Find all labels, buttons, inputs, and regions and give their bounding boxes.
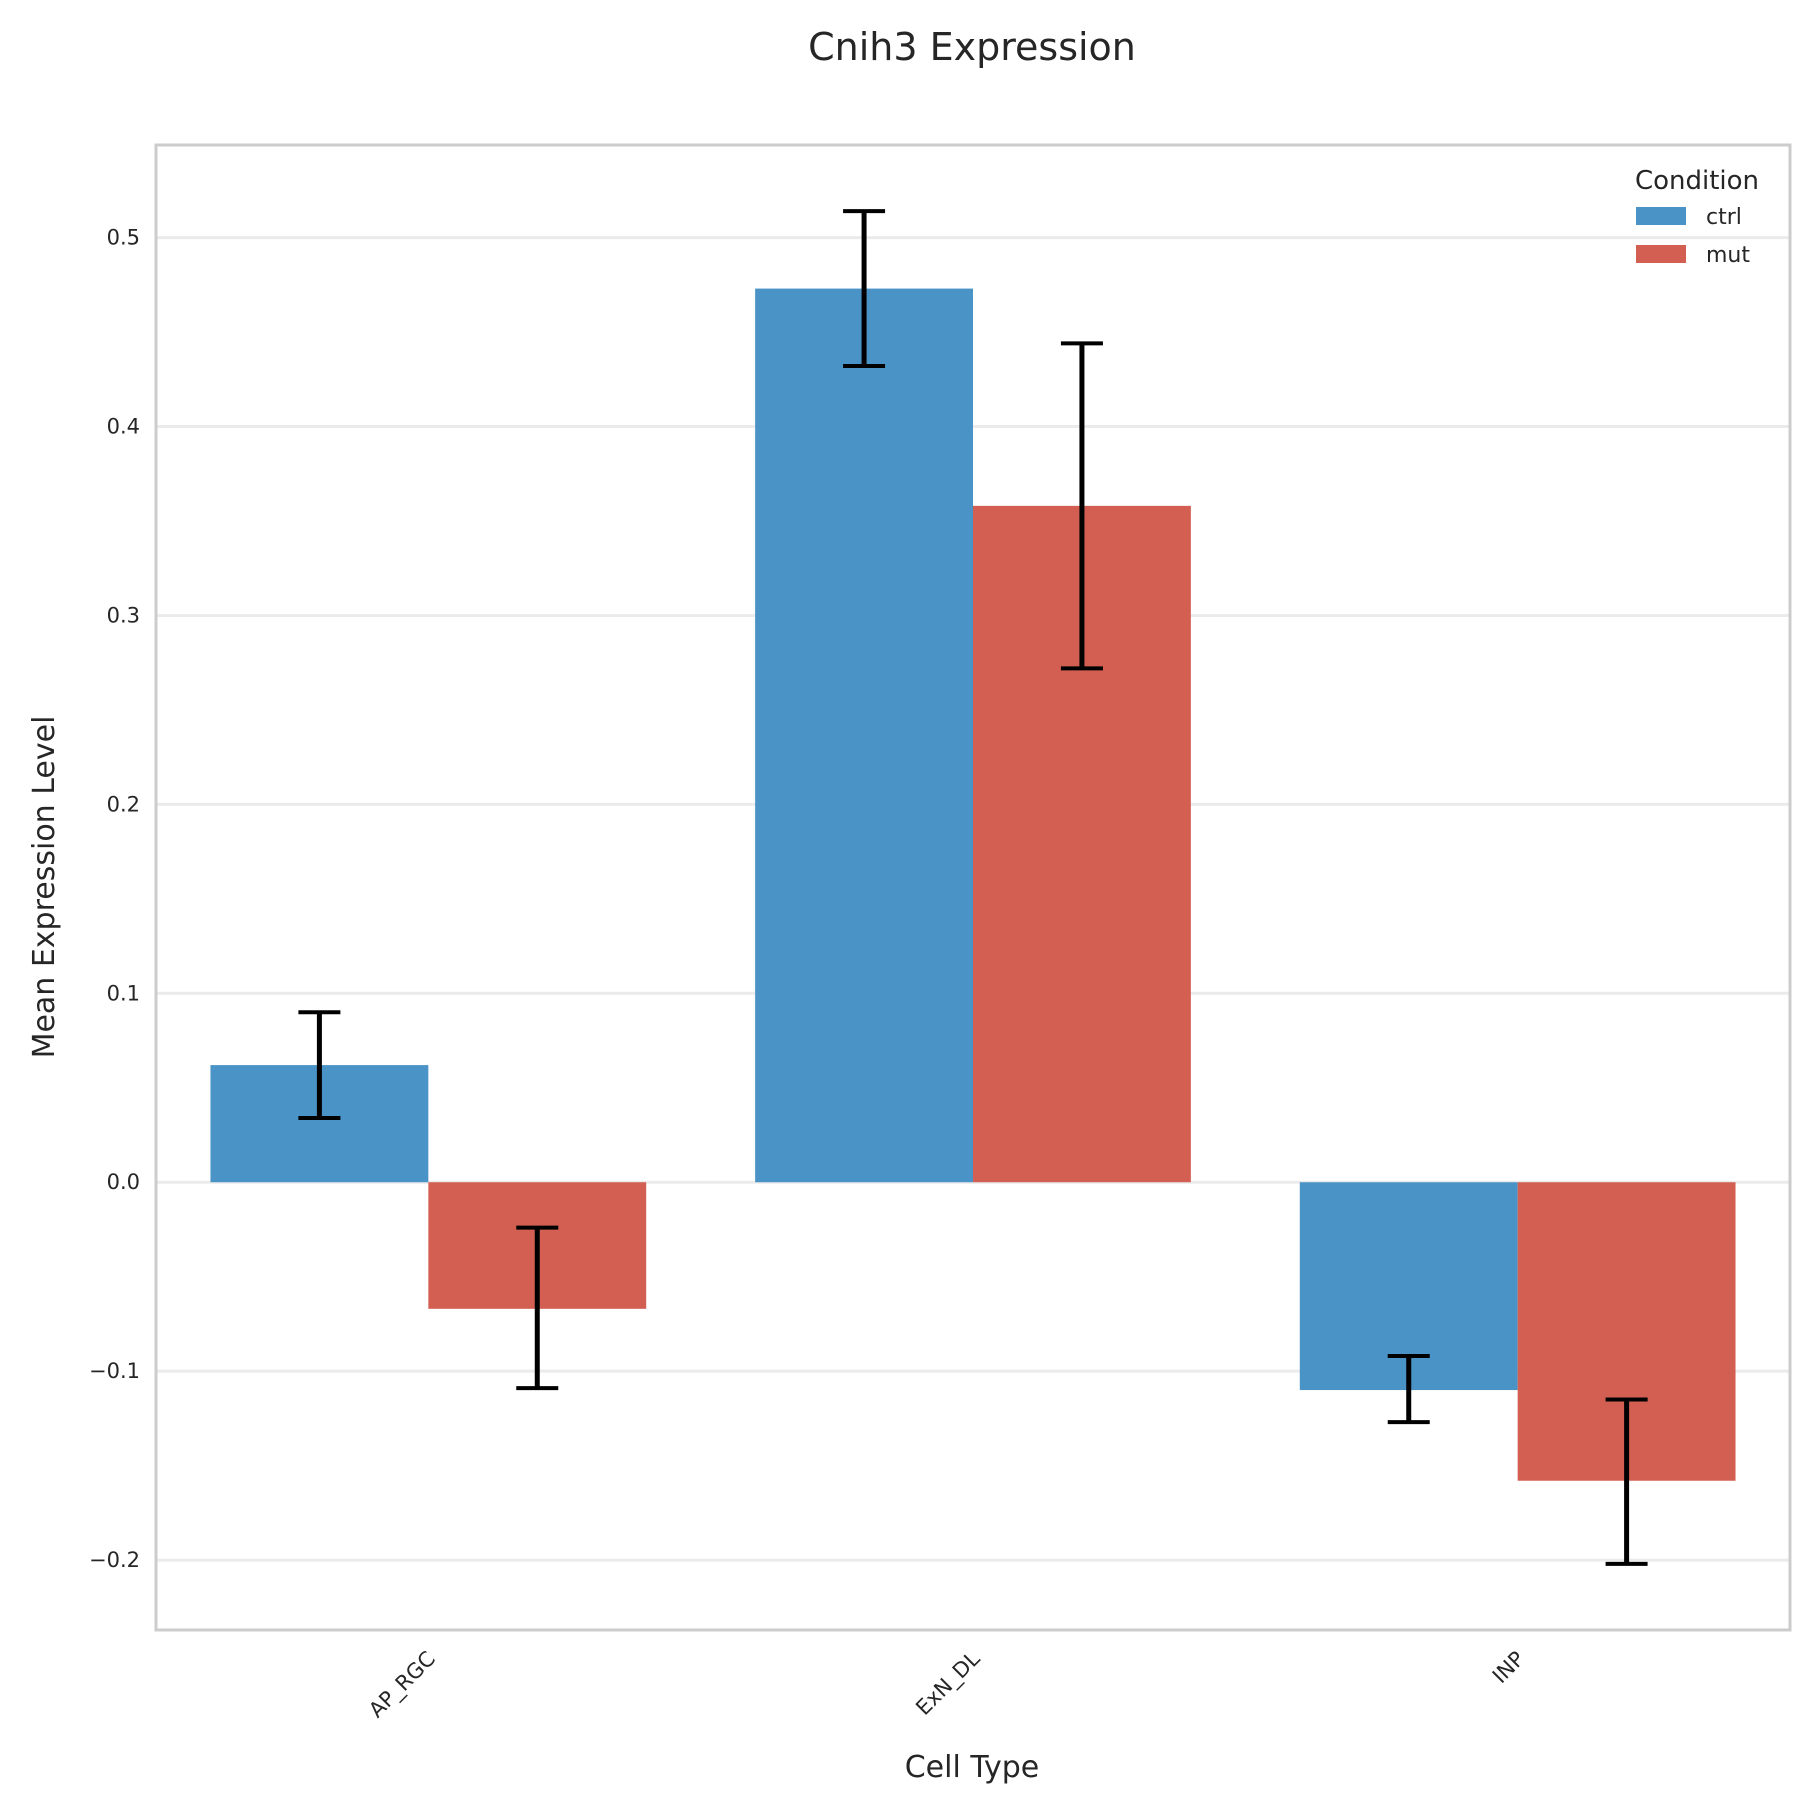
legend-title: Condition: [1635, 166, 1759, 196]
x-axis-label: Cell Type: [905, 1750, 1040, 1785]
y-tick-labels: −0.2 −0.1 0.0 0.1 0.2 0.3 0.4 0.5: [89, 226, 140, 1573]
error-bars: [298, 209, 1648, 1566]
x-tick-label: INP: [1488, 1647, 1529, 1688]
legend-label-mut: mut: [1706, 243, 1750, 268]
bars: [210, 288, 1736, 1481]
legend-label-ctrl: ctrl: [1706, 205, 1742, 230]
y-axis-label: Mean Expression Level: [27, 716, 62, 1059]
y-tick-label: −0.2: [89, 1548, 140, 1572]
y-tick-label: 0.2: [107, 792, 140, 816]
y-tick-label: −0.1: [89, 1359, 140, 1383]
legend: Condition ctrl mut: [1635, 166, 1759, 268]
legend-swatch-ctrl: [1636, 207, 1686, 225]
plot-frame: [154, 143, 1792, 1632]
bar-ctrl-ExN_DL: [755, 288, 973, 1183]
y-tick-label: 0.1: [107, 981, 140, 1005]
x-tick-label: AP_RGC: [364, 1647, 440, 1723]
legend-swatch-mut: [1636, 245, 1686, 263]
y-tick-label: 0.3: [107, 603, 140, 627]
x-tick-labels: AP_RGC ExN_DL INP: [364, 1646, 1529, 1723]
y-tick-label: 0.5: [107, 226, 140, 250]
y-tick-label: 0.0: [107, 1170, 140, 1194]
x-tick-label: ExN_DL: [911, 1646, 985, 1720]
chart-title: Cnih3 Expression: [808, 25, 1136, 69]
y-tick-label: 0.4: [107, 415, 140, 439]
